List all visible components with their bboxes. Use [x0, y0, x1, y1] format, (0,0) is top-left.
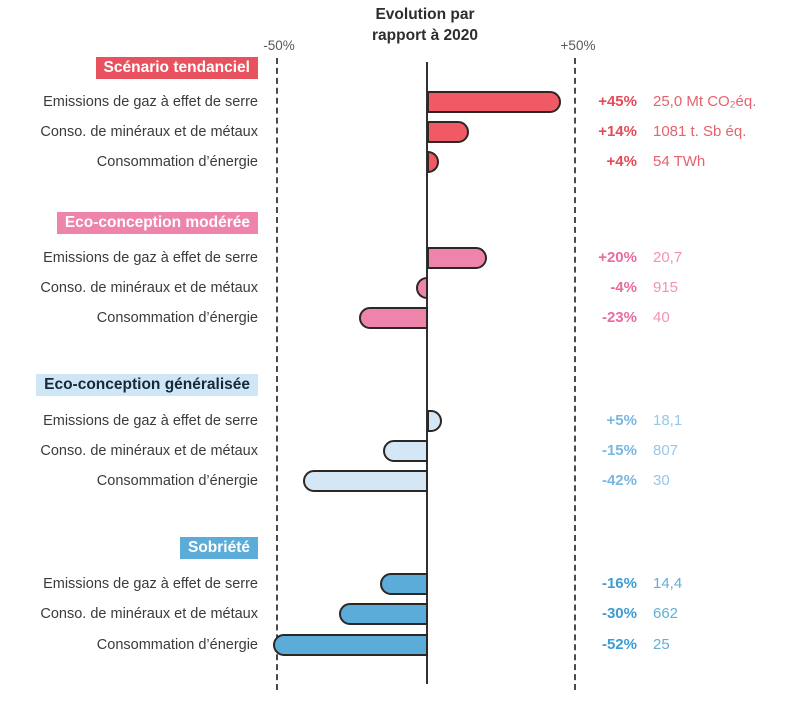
metric-label: Emissions de gaz à effet de serre — [43, 94, 258, 110]
metric-label: Emissions de gaz à effet de serre — [43, 413, 258, 429]
section-badge-moderee: Eco-conception modérée — [56, 212, 258, 234]
bar-generalisee-mineraux — [383, 440, 428, 462]
bar-tendanciel-mineraux — [427, 121, 469, 143]
axis-max-label: +50% — [560, 38, 596, 53]
pct-label: -30% — [601, 605, 637, 622]
bar-sobriete-energie — [273, 634, 428, 656]
value-label: 30 — [653, 472, 670, 489]
pct-label: -23% — [601, 309, 637, 326]
chart-title: Evolution par rapport à 2020 — [325, 4, 525, 46]
pct-label: -4% — [610, 279, 637, 296]
metric-label: Conso. de minéraux et de métaux — [40, 443, 258, 459]
pct-label: -52% — [601, 636, 637, 653]
bar-tendanciel-ges — [427, 91, 561, 113]
zero-axis-line — [426, 62, 428, 684]
value-label: 14,4 — [653, 575, 683, 592]
chart-title-line2: rapport à 2020 — [372, 27, 478, 44]
value-label: 915 — [653, 279, 679, 296]
gridline-minus50 — [276, 58, 278, 690]
value-label: 18,1 — [653, 412, 683, 429]
metric-row: Conso. de minéraux et de métaux -4% 915 — [0, 277, 795, 299]
bar-moderee-ges — [427, 247, 487, 269]
metric-label: Consommation d’énergie — [96, 473, 258, 489]
bar-sobriete-ges — [380, 573, 428, 595]
metric-label: Emissions de gaz à effet de serre — [43, 250, 258, 266]
metric-row: Emissions de gaz à effet de serre +20% 2… — [0, 247, 795, 269]
pct-label: +14% — [598, 123, 637, 140]
value-label: 662 — [653, 605, 679, 622]
section-badge-sobriete: Sobriété — [179, 537, 258, 559]
value-label: 40 — [653, 309, 670, 326]
bar-sobriete-mineraux — [339, 603, 428, 625]
bar-tendanciel-energie — [427, 151, 439, 173]
bar-moderee-energie — [359, 307, 428, 329]
bar-moderee-mineraux — [416, 277, 428, 299]
value-label: 1081 t. Sb éq. — [653, 123, 747, 140]
metric-row: Consommation d’énergie -52% 25 — [0, 634, 795, 656]
metric-label: Conso. de minéraux et de métaux — [40, 124, 258, 140]
section-badge-tendanciel: Scénario tendanciel — [95, 57, 258, 79]
pct-label: -15% — [601, 442, 637, 459]
metric-row: Consommation d’énergie +4% 54 TWh — [0, 151, 795, 173]
pct-label: -16% — [601, 575, 637, 592]
pct-label: +20% — [598, 249, 637, 266]
metric-row: Conso. de minéraux et de métaux -30% 662 — [0, 603, 795, 625]
metric-row: Conso. de minéraux et de métaux -15% 807 — [0, 440, 795, 462]
metric-row: Consommation d’énergie -23% 40 — [0, 307, 795, 329]
chart-title-line1: Evolution par — [375, 6, 475, 23]
metric-row: Emissions de gaz à effet de serre +45% 2… — [0, 91, 795, 113]
value-label: 54 TWh — [653, 153, 706, 170]
bar-generalisee-energie — [303, 470, 428, 492]
pct-label: +45% — [598, 93, 637, 110]
metric-row: Conso. de minéraux et de métaux +14% 108… — [0, 121, 795, 143]
metric-label: Emissions de gaz à effet de serre — [43, 576, 258, 592]
pct-label: -42% — [601, 472, 637, 489]
bar-generalisee-ges — [427, 410, 442, 432]
value-label: 20,7 — [653, 249, 683, 266]
metric-row: Emissions de gaz à effet de serre -16% 1… — [0, 573, 795, 595]
metric-row: Consommation d’énergie -42% 30 — [0, 470, 795, 492]
value-label: 807 — [653, 442, 679, 459]
section-badge-generalisee: Eco-conception généralisée — [36, 374, 258, 396]
pct-label: +4% — [606, 153, 637, 170]
metric-label: Consommation d’énergie — [96, 154, 258, 170]
metric-label: Consommation d’énergie — [96, 310, 258, 326]
metric-label: Conso. de minéraux et de métaux — [40, 606, 258, 622]
metric-label: Conso. de minéraux et de métaux — [40, 280, 258, 296]
value-label: 25 — [653, 636, 670, 653]
value-label: 25,0 Mt CO₂éq. — [653, 93, 757, 110]
pct-label: +5% — [606, 412, 637, 429]
metric-label: Consommation d’énergie — [96, 637, 258, 653]
axis-min-label: -50% — [263, 38, 295, 53]
metric-row: Emissions de gaz à effet de serre +5% 18… — [0, 410, 795, 432]
gridline-plus50 — [574, 58, 576, 690]
